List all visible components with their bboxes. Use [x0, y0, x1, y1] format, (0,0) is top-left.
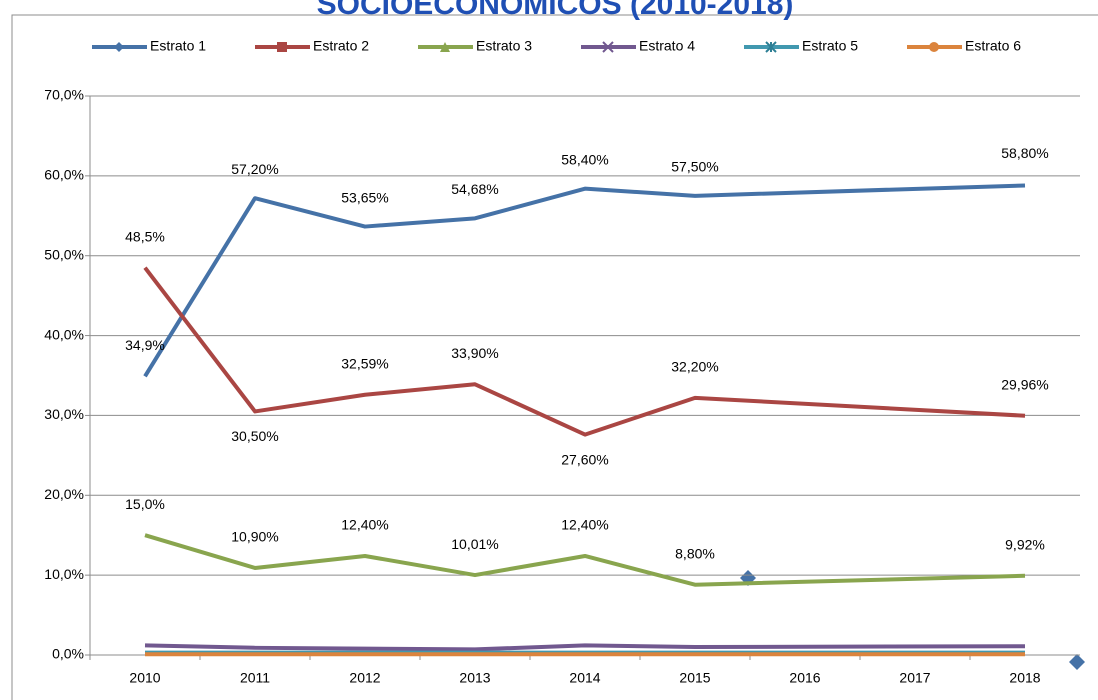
x-tick-label: 2016 [789, 670, 820, 686]
data-label: 10,01% [451, 536, 498, 552]
legend-item: Estrato 5 [744, 38, 858, 54]
data-label: 53,65% [341, 189, 388, 205]
data-label: 57,50% [671, 159, 718, 175]
data-label: 9,92% [1005, 536, 1045, 552]
x-tick-label: 2015 [679, 670, 710, 686]
legend-marker [114, 42, 124, 52]
series-line [143, 183, 1026, 378]
legend-label: Estrato 3 [476, 38, 532, 54]
legend-label: Estrato 6 [965, 38, 1021, 54]
data-label: 58,80% [1001, 145, 1048, 161]
y-tick-label: 60,0% [44, 167, 84, 183]
x-tick-label: 2018 [1009, 670, 1040, 686]
legend-item: Estrato 6 [907, 38, 1021, 54]
series-line [143, 266, 1026, 437]
data-label: 15,0% [125, 496, 165, 512]
data-label: 54,68% [451, 181, 498, 197]
legend-marker [602, 41, 614, 53]
series: 34,9% 57,20% 53,65% 54,68% 58,40% 57,50% 58,80… [125, 145, 1049, 378]
x-tick-label: 2012 [349, 670, 380, 686]
data-label: 12,40% [341, 517, 388, 533]
y-tick-label: 50,0% [44, 246, 84, 262]
y-tick-label: 40,0% [44, 326, 84, 342]
legend-item: Estrato 2 [255, 38, 369, 54]
data-label: 27,60% [561, 451, 608, 467]
title-backdrop [280, 0, 830, 14]
series-line [144, 533, 1026, 587]
series-line [144, 643, 1026, 652]
data-label: 12,40% [561, 517, 608, 533]
legend-item: Estrato 4 [581, 38, 695, 54]
legend-marker [277, 42, 287, 52]
series: 48,5% 30,50% 32,59% 33,90% 27,60% 32,20% 29,96… [125, 228, 1049, 467]
data-label: 34,9% [125, 337, 165, 353]
legend-item: Estrato 1 [92, 38, 206, 54]
stray-marker [1069, 654, 1085, 670]
data-label: 29,96% [1001, 376, 1048, 392]
legend-marker [929, 42, 939, 52]
data-label: 32,20% [671, 359, 718, 375]
y-tick-label: 20,0% [44, 486, 84, 502]
series: 15,0% 10,90% 12,40% 10,01% 12,40% 8,80% 9,92% [125, 496, 1045, 587]
y-tick-label: 0,0% [52, 646, 84, 662]
data-label: 30,50% [231, 428, 278, 444]
data-label: 48,5% [125, 228, 165, 244]
data-label: 10,90% [231, 529, 278, 545]
x-tick-label: 2013 [459, 670, 490, 686]
legend-label: Estrato 1 [150, 38, 206, 54]
x-tick-label: 2011 [240, 670, 270, 686]
data-label: 58,40% [561, 151, 608, 167]
x-tick-label: 2014 [569, 670, 600, 686]
series [144, 643, 1026, 652]
legend-label: Estrato 2 [313, 38, 369, 54]
x-tick-label: 2017 [899, 670, 930, 686]
y-tick-label: 10,0% [44, 566, 84, 582]
legend-marker [440, 42, 450, 52]
data-label: 57,20% [231, 161, 278, 177]
legend-label: Estrato 4 [639, 38, 695, 54]
y-tick-label: 70,0% [44, 87, 84, 103]
y-tick-label: 30,0% [44, 406, 84, 422]
data-label: 8,80% [675, 545, 715, 561]
legend-marker [765, 41, 777, 53]
data-label: 32,59% [341, 355, 388, 371]
legend-label: Estrato 5 [802, 38, 858, 54]
legend-item: Estrato 3 [418, 38, 532, 54]
data-label: 33,90% [451, 345, 498, 361]
x-tick-label: 2010 [129, 670, 160, 686]
chart-frame [11, 14, 1098, 700]
chart-title: SOCIOECONOMICOS (2010-2018) [317, 0, 794, 21]
